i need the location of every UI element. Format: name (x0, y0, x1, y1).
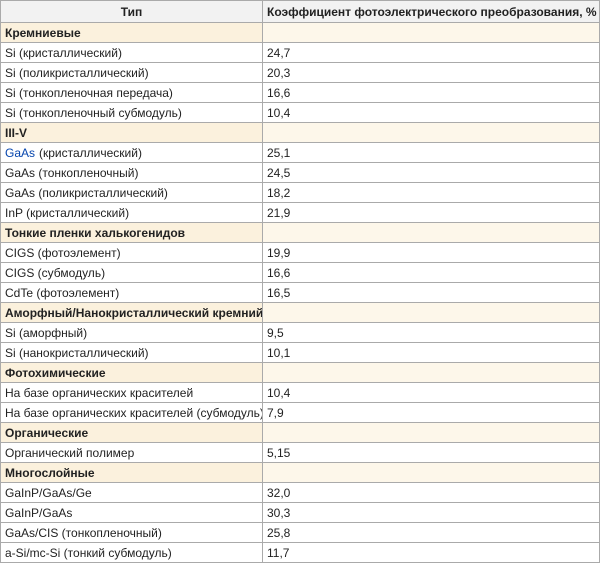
group-empty-cell (262, 22, 600, 43)
group-empty-cell (262, 302, 600, 323)
type-cell: На базе органических красителей (субмоду… (0, 402, 263, 423)
header-cell: Коэффициент фотоэлектрического преобразо… (262, 0, 600, 23)
header-row: Тип Коэффициент фотоэлектрического преоб… (0, 0, 600, 23)
type-cell: Si (тонкопленочный субмодуль) (0, 102, 263, 123)
table-body: Кремниевые Si (кристаллический) 24,7 Si (по… (0, 22, 600, 563)
data-row: Si (тонкопленочная передача) 16,6 (0, 82, 600, 103)
type-cell: a-Si/mc-Si (тонкий субмодуль) (0, 542, 263, 563)
group-row: Фотохимические (0, 362, 600, 383)
group-title: Тонкие пленки халькогенидов (0, 222, 263, 243)
data-row: GaInP/GaAs/Ge 32,0 (0, 482, 600, 503)
value-cell: 21,9 (262, 202, 600, 223)
group-empty-cell (262, 462, 600, 483)
group-title: Органические (0, 422, 263, 443)
data-row: GaInP/GaAs 30,3 (0, 502, 600, 523)
data-row: CdTe (фотоэлемент) 16,5 (0, 282, 600, 303)
group-row: Кремниевые (0, 22, 600, 43)
value-cell: 10,1 (262, 342, 600, 363)
header-cell: Тип (0, 0, 263, 23)
value-cell: 11,7 (262, 542, 600, 563)
type-cell: Si (аморфный) (0, 322, 263, 343)
group-empty-cell (262, 422, 600, 443)
group-title: Фотохимические (0, 362, 263, 383)
data-row: CIGS (субмодуль) 16,6 (0, 262, 600, 283)
value-cell: 18,2 (262, 182, 600, 203)
data-row: На базе органических красителей (субмоду… (0, 402, 600, 423)
value-cell: 10,4 (262, 102, 600, 123)
value-cell: 32,0 (262, 482, 600, 503)
type-cell: GaInP/GaAs (0, 502, 263, 523)
data-row: GaAs (тонкопленочный) 24,5 (0, 162, 600, 183)
type-cell: GaAs/CIS (тонкопленочный) (0, 522, 263, 543)
group-row: III-V (0, 122, 600, 143)
value-cell: 10,4 (262, 382, 600, 403)
data-row: Si (аморфный) 9,5 (0, 322, 600, 343)
group-row: Аморфный/Нанокристаллический кремний (0, 302, 600, 323)
data-row: a-Si/mc-Si (тонкий субмодуль) 11,7 (0, 542, 600, 563)
value-cell: 19,9 (262, 242, 600, 263)
group-row: Органические (0, 422, 600, 443)
type-cell: Si (поликристаллический) (0, 62, 263, 83)
type-cell: Si (тонкопленочная передача) (0, 82, 263, 103)
data-row: Si (тонкопленочный субмодуль) 10,4 (0, 102, 600, 123)
group-title: Многослойные (0, 462, 263, 483)
group-row: Тонкие пленки халькогенидов (0, 222, 600, 243)
value-cell: 30,3 (262, 502, 600, 523)
type-cell: CdTe (фотоэлемент) (0, 282, 263, 303)
group-empty-cell (262, 222, 600, 243)
group-empty-cell (262, 362, 600, 383)
group-title: Аморфный/Нанокристаллический кремний (0, 302, 263, 323)
type-text: (кристаллический) (39, 145, 142, 160)
value-cell: 24,7 (262, 42, 600, 63)
value-cell: 16,6 (262, 82, 600, 103)
type-cell: GaAs (тонкопленочный) (0, 162, 263, 183)
type-cell: Si (кристаллический) (0, 42, 263, 63)
type-cell: InP (кристаллический) (0, 202, 263, 223)
value-cell: 25,1 (262, 142, 600, 163)
value-cell: 5,15 (262, 442, 600, 463)
type-cell: CIGS (субмодуль) (0, 262, 263, 283)
data-row: На базе органических красителей 10,4 (0, 382, 600, 403)
data-row: Si (кристаллический) 24,7 (0, 42, 600, 63)
value-cell: 16,5 (262, 282, 600, 303)
type-cell: Si (нанокристаллический) (0, 342, 263, 363)
data-row: Органический полимер 5,15 (0, 442, 600, 463)
type-cell: GaInP/GaAs/Ge (0, 482, 263, 503)
type-cell: На базе органических красителей (0, 382, 263, 403)
data-row: Si (нанокристаллический) 10,1 (0, 342, 600, 363)
data-row: Si (поликристаллический) 20,3 (0, 62, 600, 83)
material-link[interactable]: GaAs (5, 145, 36, 160)
value-cell: 25,8 (262, 522, 600, 543)
type-cell: Органический полимер (0, 442, 263, 463)
data-row: GaAs/CIS (тонкопленочный) 25,8 (0, 522, 600, 543)
group-title: III-V (0, 122, 263, 143)
data-row: CIGS (фотоэлемент) 19,9 (0, 242, 600, 263)
value-cell: 7,9 (262, 402, 600, 423)
type-cell: GaAs (кристаллический) (0, 142, 263, 163)
group-row: Многослойные (0, 462, 600, 483)
value-cell: 24,5 (262, 162, 600, 183)
group-title: Кремниевые (0, 22, 263, 43)
type-cell: CIGS (фотоэлемент) (0, 242, 263, 263)
data-row: InP (кристаллический) 21,9 (0, 202, 600, 223)
type-cell: GaAs (поликристаллический) (0, 182, 263, 203)
value-cell: 20,3 (262, 62, 600, 83)
data-row: GaAs (поликристаллический) 18,2 (0, 182, 600, 203)
value-cell: 9,5 (262, 322, 600, 343)
value-cell: 16,6 (262, 262, 600, 283)
group-empty-cell (262, 122, 600, 143)
data-row: GaAs (кристаллический) 25,1 (0, 142, 600, 163)
